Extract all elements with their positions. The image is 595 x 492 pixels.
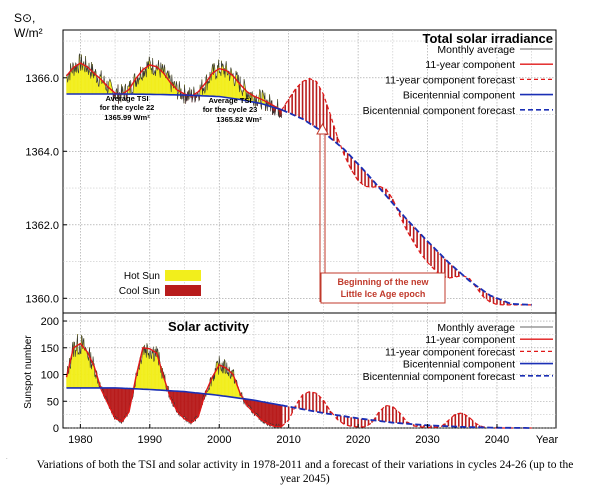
activity-title: Solar activity (168, 319, 250, 334)
bicentennial-forecast-line (281, 404, 532, 429)
xtick-label: 1990 (138, 434, 162, 446)
tsi-ytick-labels: 1360.0 1362.0 1364.0 1366.0 (25, 73, 67, 305)
xtick-label: 2030 (415, 434, 439, 446)
ice-age-box (320, 272, 446, 304)
tsi-annotation-cycle22: Average TSI for the cycle 22 1365.99 Wm² (100, 94, 155, 122)
monthly-average-line (66, 334, 282, 430)
legend-entry-label: 11-year component forecast (385, 346, 515, 358)
tsi-legend: Monthly average 11-year component 11-year … (363, 44, 553, 117)
ice-age-annotation: Beginning of the new Little Ice Age epoc… (316, 122, 446, 304)
hot-cool-legend: Hot Sun Cool Sun (119, 270, 201, 297)
legend-entry-label: 11-year component forecast (385, 74, 515, 86)
activity-ylabel: Sunspot number (23, 335, 34, 409)
ytick-label: 1364.0 (25, 146, 59, 158)
eleven-year-line (65, 342, 282, 428)
xtick-label: 2020 (346, 434, 370, 446)
svg-text:1365.99 Wm²: 1365.99 Wm² (104, 113, 150, 122)
side-mark: . (6, 455, 8, 461)
activity-line-layer (65, 334, 532, 430)
xtick-label: 2010 (276, 434, 300, 446)
cool-sun-swatch (165, 285, 201, 296)
ytick-label: 100 (41, 370, 59, 382)
tsi-title: Total solar irradiance (422, 31, 553, 46)
tsi-ylabel-line1: S⊙, (14, 11, 35, 25)
cool-sun-label: Cool Sun (119, 286, 160, 297)
ytick-label: 200 (41, 316, 59, 328)
xtick-label: 2000 (207, 434, 231, 446)
hot-sun-swatch (165, 270, 201, 281)
bicentennial-line (66, 387, 282, 407)
svg-text:1365.82 Wm²: 1365.82 Wm² (216, 115, 262, 124)
tsi-annotation-cycle23: Average TSI for the cycle 23 1365.82 Wm² (203, 96, 263, 124)
ytick-label: 1362.0 (25, 220, 59, 232)
activity-ytick-labels: 0 50 100 150 200 (41, 316, 67, 435)
eleven-year-line (65, 62, 283, 111)
ytick-label: 1360.0 (25, 293, 59, 305)
svg-text:for the cycle 22: for the cycle 22 (100, 103, 155, 112)
svg-text:Beginning of the new: Beginning of the new (338, 277, 430, 287)
svg-text:Average TSI: Average TSI (208, 96, 251, 105)
ytick-label: 0 (53, 423, 59, 435)
svg-text:Average TSI: Average TSI (105, 94, 148, 103)
ytick-label: 50 (47, 396, 59, 408)
legend-entry-label: 11-year component (425, 334, 515, 346)
legend-entry-label: Bicentennial component forecast (363, 105, 515, 117)
eleven-year-forecast-line (281, 77, 532, 306)
ice-age-arrow-head (316, 122, 329, 135)
activity-panel: 0 50 100 150 200 1980 1990 2000 2010 2020 2030 204… (23, 312, 559, 446)
legend-entry-label: Bicentennial component forecast (363, 371, 515, 383)
year-tick-labels: 1980 1990 2000 2010 2020 2030 2040 (68, 424, 509, 446)
legend-entry-label: 11-year component (425, 59, 515, 71)
year-axis-label: Year (536, 434, 559, 446)
hot-sun-label: Hot Sun (124, 271, 160, 282)
figure-caption: Variations of both the TSI and solar act… (36, 459, 574, 485)
ytick-label: 1366.0 (25, 73, 59, 85)
bicentennial-line (66, 93, 282, 111)
xtick-label: 1980 (68, 434, 92, 446)
legend-entry-label: Monthly average (437, 44, 515, 56)
legend-entry-label: Bicentennial component (403, 359, 515, 371)
legend-entry-label: Bicentennial component (403, 90, 515, 102)
ytick-label: 150 (41, 343, 59, 355)
xtick-label: 2040 (485, 434, 509, 446)
svg-text:for the cycle 23: for the cycle 23 (203, 105, 258, 114)
svg-text:Little Ice Age epoch: Little Ice Age epoch (341, 289, 426, 299)
tsi-panel: 1360.0 1362.0 1364.0 1366.0 S⊙, W/m² Total … (14, 11, 557, 314)
legend-entry-label: Monthly average (437, 322, 515, 334)
tsi-ylabel-line2: W/m² (14, 26, 43, 40)
